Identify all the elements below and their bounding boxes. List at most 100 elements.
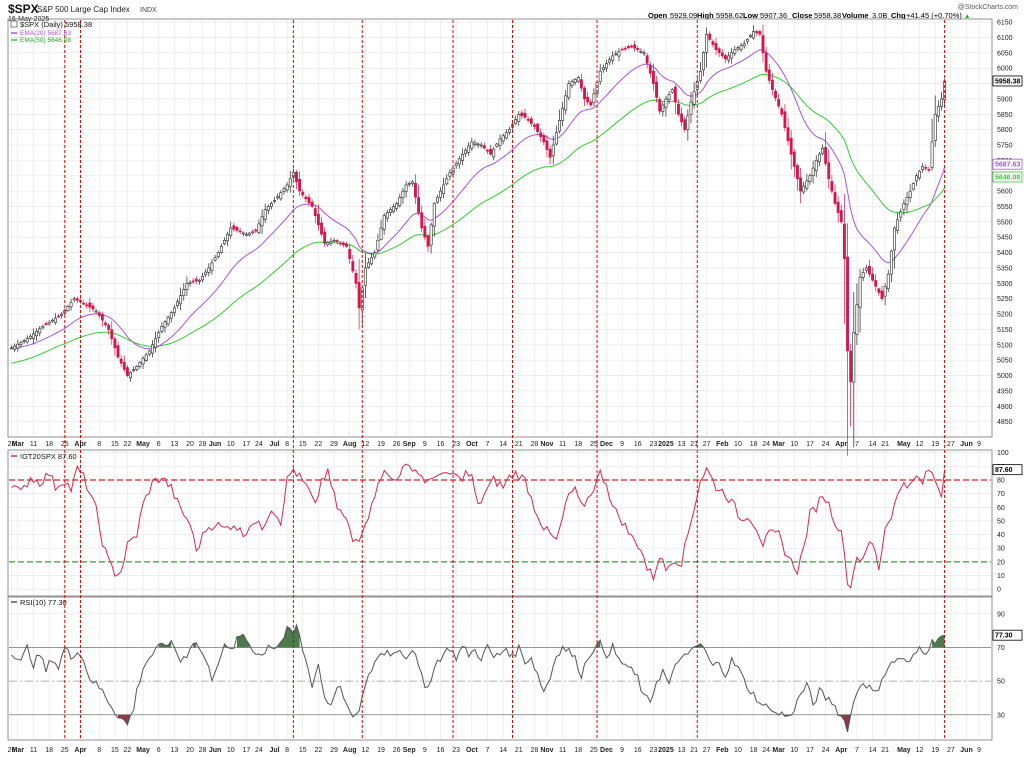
candle-body	[185, 283, 189, 291]
candle-body	[476, 143, 480, 146]
x-tick-label: Dec	[600, 441, 613, 448]
candle-body	[849, 350, 853, 382]
x-tick-label: 13	[170, 441, 178, 448]
x-tick-label: 7	[486, 441, 490, 448]
candle-body	[924, 167, 928, 169]
y-tick-label: 6150	[997, 20, 1013, 27]
candle-body	[908, 190, 912, 198]
y-tick-label: 5200	[997, 312, 1013, 319]
candle-body	[720, 52, 724, 57]
x-tick-label: 21	[881, 441, 889, 448]
candle-body	[304, 196, 308, 200]
candle-body	[442, 184, 446, 195]
y-tick-label: 5850	[997, 112, 1013, 119]
candle-body	[345, 243, 349, 247]
candle-body	[620, 48, 624, 51]
x-tick-label: 18	[45, 747, 53, 754]
x-tick-label: 6	[157, 441, 161, 448]
candle-body	[122, 362, 126, 370]
chg-label: Chg	[891, 11, 906, 20]
candle-body	[473, 142, 477, 145]
candle-body	[774, 90, 777, 99]
candle-body	[301, 191, 305, 196]
x-tick-label: 18	[750, 747, 758, 754]
candle-body	[642, 52, 646, 55]
candle-body	[351, 261, 355, 272]
rsi-overbought-fill	[237, 634, 250, 648]
candle-body	[13, 345, 17, 350]
candle-body	[658, 99, 662, 112]
candle-body	[736, 47, 740, 50]
candle-body	[880, 290, 884, 299]
x-tick-label: 15	[111, 747, 119, 754]
price-legend-text: $SPX (Daily) 5958.38	[20, 20, 92, 29]
candle-body	[35, 330, 39, 337]
ema20-line	[11, 49, 946, 350]
x-tick-label: 11	[30, 441, 37, 448]
candle-body	[830, 181, 834, 192]
candle-body	[911, 183, 915, 190]
x-tick-label: 24	[255, 747, 263, 754]
candle-body	[523, 112, 527, 118]
x-tick-label: 10	[734, 441, 742, 448]
candle-body	[576, 77, 580, 82]
x-tick-label: 9	[620, 441, 624, 448]
candle-body	[395, 203, 399, 209]
candle-body	[461, 153, 464, 161]
candle-body	[517, 113, 521, 122]
candle-body	[667, 94, 671, 101]
x-tick-label: Apr	[74, 747, 86, 754]
candle-body	[141, 358, 145, 365]
x-tick-label: 7	[855, 441, 859, 448]
x-tick-label: 23	[650, 441, 658, 448]
candle-body	[770, 79, 774, 90]
candle-body	[902, 203, 906, 210]
candle-body	[605, 63, 608, 69]
candle-body	[573, 79, 577, 83]
x-tick-label: 15	[111, 441, 119, 448]
candle-body	[626, 46, 630, 48]
candle-body	[266, 206, 270, 211]
candle-body	[69, 302, 73, 308]
candle-body	[232, 225, 236, 230]
value-tag-text: 87.60	[995, 467, 1013, 474]
candle-body	[138, 362, 142, 367]
value-tag-text: 77.30	[995, 633, 1013, 640]
y-tick-label: 6100	[997, 35, 1013, 42]
y-tick-label: 5000	[997, 373, 1013, 380]
candle-body	[75, 298, 79, 301]
x-tick-label: 18	[750, 441, 758, 448]
up-arrow-icon: ▲	[964, 13, 970, 20]
y-tick-label: 5750	[997, 143, 1013, 150]
x-tick-label: 16	[437, 747, 445, 754]
candle-body	[492, 148, 496, 158]
x-tick-label: Jun	[209, 441, 221, 448]
candle-body	[172, 307, 176, 314]
candle-body	[586, 96, 590, 103]
x-tick-label: Sep	[403, 747, 416, 754]
x-tick-label: 19	[931, 441, 939, 448]
candle-body	[689, 101, 693, 115]
volume-value: 3.0B	[872, 11, 887, 20]
rsi-line	[11, 623, 945, 733]
x-tick-label: Dec	[600, 747, 613, 754]
candle-body	[495, 143, 499, 147]
x-tick-label: 23	[452, 747, 460, 754]
x-tick-label: 16	[437, 441, 445, 448]
y-tick-label: 70	[997, 491, 1005, 498]
candle-body	[914, 175, 918, 182]
x-tick-label: 9	[977, 441, 981, 448]
candle-body	[936, 106, 940, 117]
candle-body	[229, 227, 233, 236]
candle-body	[764, 52, 768, 72]
candle-body	[752, 30, 756, 39]
x-tick-label: Sep	[403, 441, 416, 448]
x-tick-label: 27	[703, 441, 711, 448]
x-tick-label: 11	[559, 441, 566, 448]
x-tick-label: 27	[703, 747, 711, 754]
candle-body	[129, 372, 132, 379]
x-tick-label: 20	[186, 747, 194, 754]
candle-body	[783, 111, 787, 128]
candle-body	[348, 248, 352, 260]
candle-body	[423, 226, 427, 238]
